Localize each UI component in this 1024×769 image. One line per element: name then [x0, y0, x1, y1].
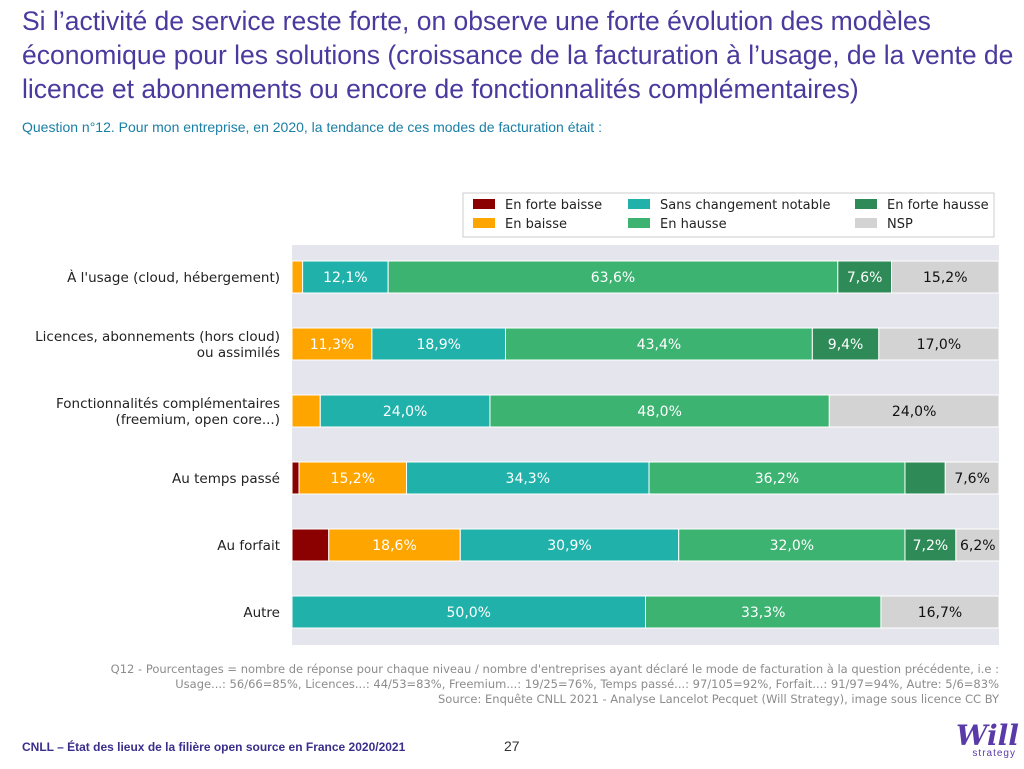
data-label: 9,4% [828, 337, 864, 353]
bars-layer: 12,1% 63,6% 7,6% 15,2% 11,3% 18,9% 43,4% 9,4% 17… [291, 260, 1001, 629]
bar-segment [371, 327, 507, 361]
data-label: 33,3% [741, 605, 785, 621]
data-label: 7,2% [913, 538, 949, 554]
bar-segment [291, 260, 304, 294]
logo-word: Will [956, 719, 1019, 752]
data-label: 15,2% [331, 471, 375, 487]
legend-frame [462, 192, 995, 238]
plot-area [292, 245, 999, 645]
data-label: 43,4% [637, 337, 681, 353]
bar-segment [328, 528, 461, 562]
category-label-line: Au temps passé [172, 471, 280, 487]
data-label: 7,6% [954, 471, 990, 487]
data-label: 18,6% [372, 538, 416, 554]
bar-segment [645, 595, 882, 629]
category-labels: À l'usage (cloud, hébergement) Licences, … [35, 269, 280, 621]
legend-swatch [628, 199, 650, 209]
data-label: 30,9% [547, 538, 591, 554]
legend-label: Sans changement notable [660, 198, 830, 213]
question-subtitle: Question n°12. Pour mon entreprise, en 2… [22, 119, 602, 135]
data-label: 17,0% [917, 337, 961, 353]
data-label: 32,0% [770, 538, 814, 554]
category-label: Fonctionnalités complémentaires (freemium… [56, 396, 280, 428]
data-label: 34,3% [506, 471, 550, 487]
bar-segment [811, 327, 880, 361]
footnote-line: Q12 - Pourcentages = nombre de réponse p… [110, 662, 999, 676]
bar-segment [291, 461, 300, 495]
bar-segment [648, 461, 906, 495]
source-line: Source: Enquête CNLL 2021 - Analyse Lanc… [437, 692, 999, 706]
legend-swatch [473, 199, 495, 209]
category-label-line: À l'usage (cloud, hébergement) [67, 269, 280, 286]
legend-label: En baisse [505, 217, 567, 232]
category-label-line: Fonctionnalités complémentaires [56, 396, 280, 412]
legend-swatch [855, 218, 877, 228]
data-label: 15,2% [923, 270, 967, 286]
category-label-line: Autre [243, 605, 280, 621]
data-label: 24,0% [892, 404, 936, 420]
data-label: 7,6% [847, 270, 883, 286]
data-label: 11,3% [310, 337, 354, 353]
footnotes: Q12 - Pourcentages = nombre de réponse p… [20, 662, 999, 707]
category-label-line: (freemium, open core...) [116, 412, 280, 428]
data-label: 16,7% [918, 605, 962, 621]
footnote-line: Usage...: 56/66=85%, Licences...: 44/53=… [175, 677, 999, 691]
data-label: 63,6% [591, 270, 635, 286]
bar-segment [298, 461, 408, 495]
bar-segment [678, 528, 906, 562]
category-label: Licences, abonnements (hors cloud) ou ass… [35, 329, 280, 361]
data-label: 50,0% [447, 605, 491, 621]
category-label: À l'usage (cloud, hébergement) [67, 269, 280, 286]
bar-segment [828, 394, 1000, 428]
data-label: 18,9% [416, 337, 460, 353]
will-strategy-logo: Will strategy [956, 719, 1019, 766]
bar-segment [891, 260, 1000, 294]
stacked-bar-chart: 12,1% 63,6% 7,6% 15,2% 11,3% 18,9% 43,4% 9,4% 17… [35, 192, 1001, 645]
footer-text: CNLL – État des lieux de la filière open… [22, 740, 406, 754]
data-label: 36,2% [755, 471, 799, 487]
legend-swatch [473, 218, 495, 228]
category-label: Autre [243, 605, 280, 621]
page-number: 27 [504, 738, 520, 754]
bar-segment [291, 327, 373, 361]
bar-segment [319, 394, 491, 428]
legend-swatch [628, 218, 650, 228]
category-label-line: Au forfait [217, 538, 280, 554]
bar-segment [291, 528, 330, 562]
bar-segment [880, 595, 1000, 629]
bar-segment [291, 595, 646, 629]
legend-label: En forte hausse [887, 198, 989, 213]
data-label: 6,2% [960, 538, 996, 554]
data-label: 48,0% [637, 404, 681, 420]
bar-segment [459, 528, 680, 562]
bar-segment [837, 260, 893, 294]
legend-swatch [855, 199, 877, 209]
legend: En forte baisse Sans changement notable En… [462, 192, 995, 238]
data-label: 12,1% [323, 270, 367, 286]
data-label: 24,0% [383, 404, 427, 420]
bar-segment [505, 327, 813, 361]
legend-label: En hausse [660, 217, 727, 232]
category-label-line: Licences, abonnements (hors cloud) [35, 329, 280, 345]
category-label: Au temps passé [172, 471, 280, 487]
category-label: Au forfait [217, 538, 280, 554]
bar-segment [406, 461, 650, 495]
bar-segment [489, 394, 830, 428]
bar-segment [291, 394, 321, 428]
slide-title: Si l’activité de service reste forte, on… [22, 6, 1014, 104]
legend-label: En forte baisse [505, 198, 602, 213]
bar-segment [955, 528, 1001, 562]
bar-segment [878, 327, 1000, 361]
legend-label: NSP [887, 217, 913, 232]
bar-segment [904, 461, 946, 495]
bar-segment [944, 461, 1000, 495]
category-label-line: ou assimilés [197, 345, 280, 361]
logo-subword: strategy [972, 748, 1016, 759]
